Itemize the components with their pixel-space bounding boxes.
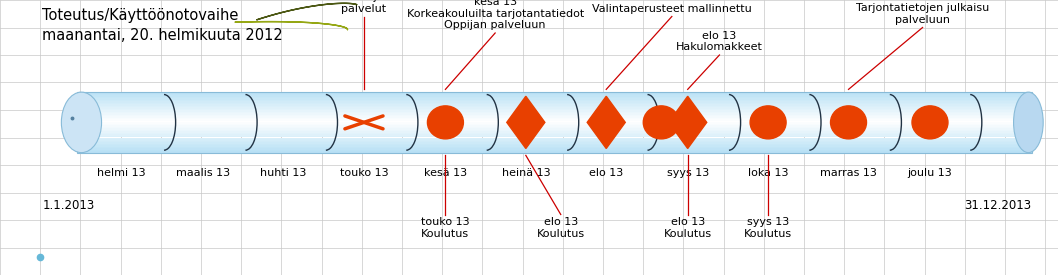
Text: loka 13
Tarjontatietojen julkaisu
palveluun: loka 13 Tarjontatietojen julkaisu palvel… <box>856 0 989 25</box>
Text: elo 13
Hakulomakkeet: elo 13 Hakulomakkeet <box>676 31 763 52</box>
Bar <box>77 138 1032 139</box>
Bar <box>77 95 1032 97</box>
Text: maalis 13: maalis 13 <box>176 168 231 178</box>
Ellipse shape <box>750 106 786 139</box>
Text: syys 13
Koulutus: syys 13 Koulutus <box>744 217 792 239</box>
Bar <box>77 103 1032 104</box>
Text: helmi 13: helmi 13 <box>97 168 146 178</box>
Ellipse shape <box>643 106 679 139</box>
Text: kesä 13
Korkeakouluilta tarjotantatiedot
Oppijan palveluun: kesä 13 Korkeakouluilta tarjotantatiedot… <box>406 0 584 30</box>
Bar <box>77 133 1032 134</box>
Text: touko 13
Virkailijan
palvelut: touko 13 Virkailijan palvelut <box>336 0 391 14</box>
Bar <box>77 130 1032 131</box>
Polygon shape <box>235 22 347 30</box>
Bar <box>77 100 1032 101</box>
Bar <box>77 127 1032 128</box>
Bar <box>77 118 1032 119</box>
Bar <box>77 113 1032 115</box>
Text: loka 13: loka 13 <box>748 168 788 178</box>
Ellipse shape <box>912 106 948 139</box>
Bar <box>77 116 1032 118</box>
Bar <box>77 112 1032 113</box>
Polygon shape <box>669 96 707 148</box>
Bar <box>77 115 1032 116</box>
Bar <box>77 121 1032 122</box>
Bar <box>77 104 1032 106</box>
Bar <box>77 110 1032 112</box>
Bar <box>77 92 1032 153</box>
Bar <box>77 144 1032 145</box>
Text: touko 13
Koulutus: touko 13 Koulutus <box>421 217 470 239</box>
Text: elo 13: elo 13 <box>589 168 623 178</box>
Bar <box>77 124 1032 125</box>
Ellipse shape <box>1014 92 1043 153</box>
Bar <box>77 150 1032 151</box>
Text: 31.12.2013: 31.12.2013 <box>965 199 1032 212</box>
Text: huhti 13: huhti 13 <box>260 168 307 178</box>
Polygon shape <box>507 96 545 148</box>
Bar <box>77 94 1032 95</box>
Bar <box>77 128 1032 130</box>
Bar <box>77 106 1032 107</box>
Text: syys 13: syys 13 <box>667 168 709 178</box>
Bar <box>77 92 1032 94</box>
Bar <box>77 141 1032 142</box>
Bar <box>77 151 1032 153</box>
Bar <box>77 101 1032 103</box>
Polygon shape <box>256 3 358 20</box>
Bar <box>77 136 1032 138</box>
Bar <box>77 147 1032 148</box>
Bar <box>77 122 1032 124</box>
Bar <box>77 109 1032 110</box>
Text: kesä 13: kesä 13 <box>424 168 467 178</box>
Text: elo 13
Koulutus: elo 13 Koulutus <box>663 217 712 239</box>
Text: marras 13: marras 13 <box>820 168 877 178</box>
Bar <box>77 119 1032 121</box>
Bar <box>77 131 1032 133</box>
Text: heinä 13: heinä 13 <box>501 168 550 178</box>
Ellipse shape <box>61 92 102 153</box>
Text: elo 13
Valintaperusteet mallinnettu: elo 13 Valintaperusteet mallinnettu <box>592 0 751 14</box>
Ellipse shape <box>427 106 463 139</box>
Bar <box>77 142 1032 144</box>
Bar <box>77 148 1032 150</box>
Text: Toteutus/Käyttöönotovaihe
maanantai, 20. helmikuuta 2012: Toteutus/Käyttöönotovaihe maanantai, 20.… <box>42 8 284 43</box>
Bar <box>77 107 1032 109</box>
Text: elo 13
Koulutus: elo 13 Koulutus <box>536 217 585 239</box>
Polygon shape <box>587 96 625 148</box>
Ellipse shape <box>831 106 867 139</box>
Text: touko 13: touko 13 <box>340 168 388 178</box>
Text: 1.1.2013: 1.1.2013 <box>42 199 94 212</box>
Bar <box>77 97 1032 98</box>
Bar <box>77 125 1032 127</box>
Bar <box>77 98 1032 100</box>
Bar <box>77 145 1032 147</box>
Bar <box>77 139 1032 141</box>
Bar <box>77 134 1032 136</box>
Text: joulu 13: joulu 13 <box>908 168 952 178</box>
